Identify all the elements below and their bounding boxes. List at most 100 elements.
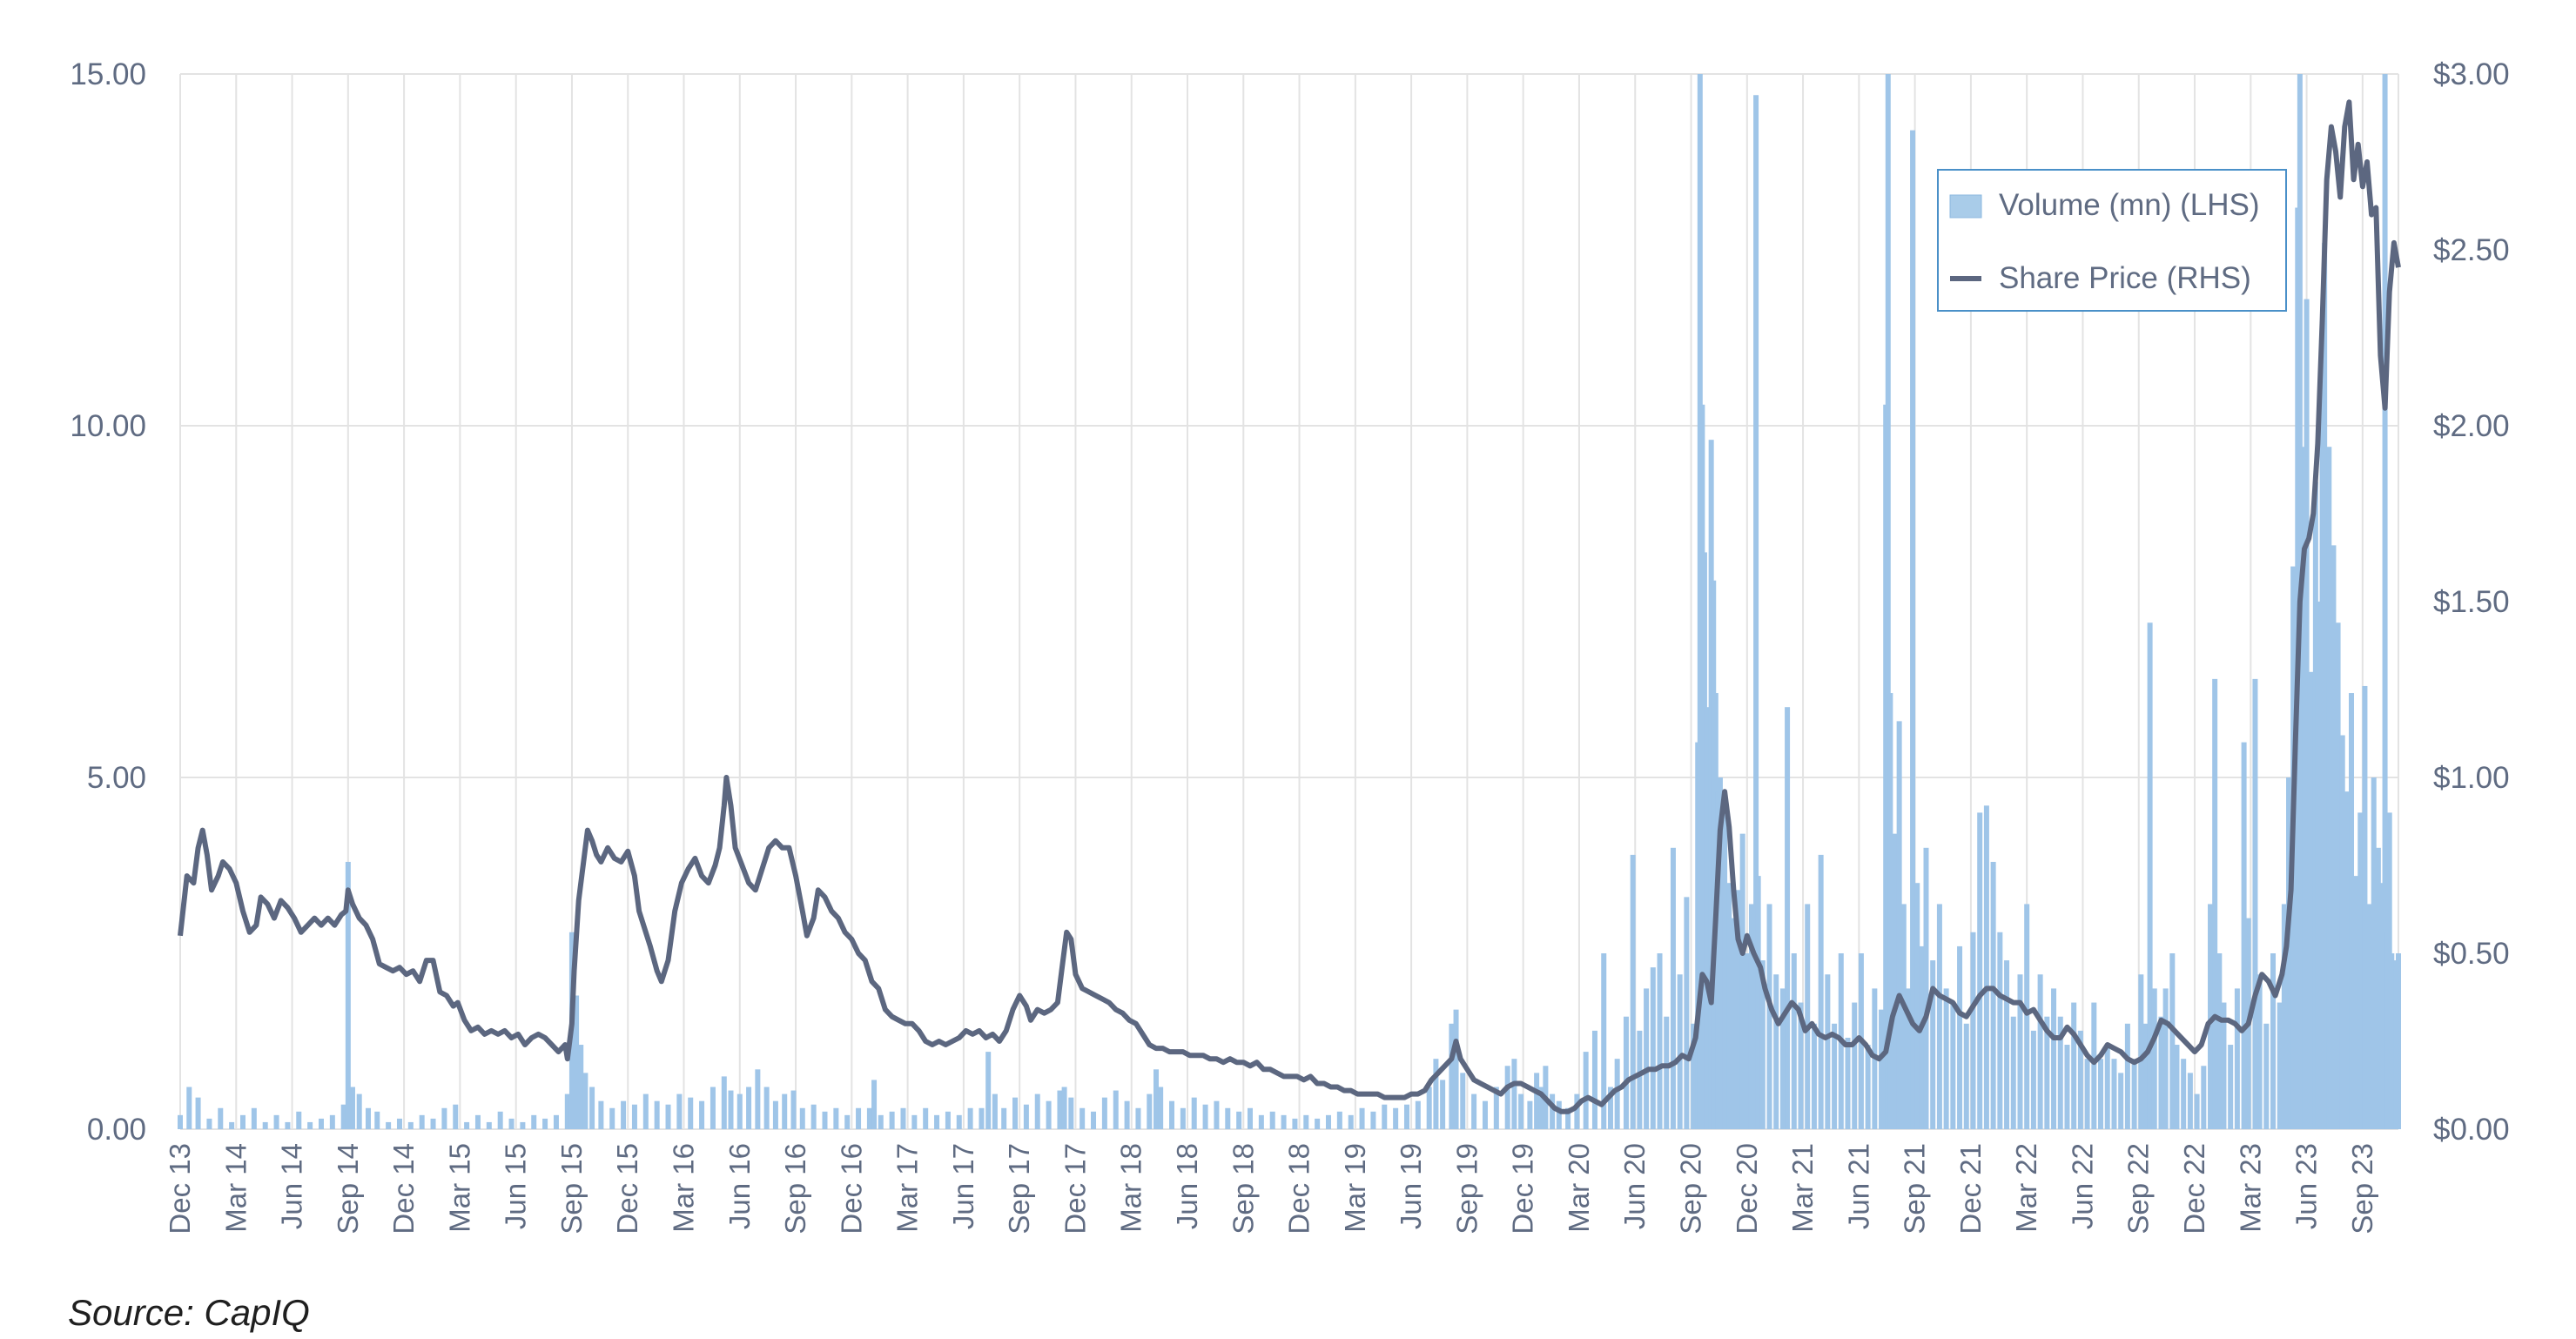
volume-bar [1779, 988, 1786, 1129]
volume-bar [1818, 854, 1824, 1129]
volume-bar [1471, 1093, 1477, 1129]
volume-bar [2051, 988, 2057, 1129]
volume-bar [2344, 791, 2350, 1129]
volume-bar [2257, 974, 2263, 1129]
volume-bar [2124, 1023, 2130, 1129]
volume-bar [1879, 1009, 1885, 1129]
volume-bar [2315, 602, 2321, 1129]
volume-bar [1664, 1016, 1670, 1129]
volume-bar [1269, 1111, 1275, 1129]
volume-bar [1550, 1093, 1556, 1129]
volume-bar [2201, 1066, 2207, 1129]
volume-bar [2357, 812, 2364, 1129]
volume-bar [2366, 904, 2372, 1129]
volume-bar [2084, 1059, 2090, 1129]
volume-bar [1677, 974, 1683, 1129]
volume-bar [2349, 693, 2355, 1129]
volume-bar [710, 1087, 716, 1129]
volume-bar [2277, 1002, 2283, 1129]
x-axis-tick-label: Dec 22 [2178, 1143, 2210, 1235]
volume-bar [755, 1069, 761, 1129]
volume-bar [665, 1104, 671, 1129]
volume-bar [1896, 721, 1902, 1129]
volume-bar [1755, 876, 1761, 1129]
x-axis-tick-label: Mar 22 [2010, 1143, 2042, 1233]
volume-bar [1315, 1118, 1321, 1129]
x-axis-tick-label: Jun 17 [947, 1143, 979, 1229]
volume-bar [2263, 1023, 2270, 1129]
volume-bar [2375, 847, 2381, 1129]
volume-bar [822, 1111, 828, 1129]
volume-bar [2304, 299, 2310, 1129]
volume-bar [1785, 707, 1791, 1129]
x-axis-tick-label: Jun 19 [1395, 1143, 1427, 1229]
volume-bar [251, 1107, 257, 1129]
volume-bar [186, 1087, 192, 1129]
volume-bar [419, 1114, 425, 1129]
volume-bar [2037, 974, 2043, 1129]
volume-bar [2371, 777, 2377, 1129]
x-axis-tick-label: Sep 21 [1899, 1143, 1931, 1235]
volume-bar [1538, 1087, 1544, 1129]
volume-bar [2212, 678, 2218, 1129]
volume-bar [2138, 974, 2144, 1129]
volume-bar [407, 1121, 414, 1129]
volume-bar [2169, 953, 2176, 1129]
volume-bar [799, 1107, 805, 1129]
right-axis-tick-label: $2.50 [2433, 233, 2510, 267]
volume-bar [1773, 974, 1779, 1129]
x-axis-tick-label: Sep 16 [779, 1143, 811, 1235]
right-axis-tick-label: $2.00 [2433, 409, 2510, 443]
volume-bar [345, 861, 351, 1129]
x-axis-tick-label: Dec 20 [1731, 1143, 1763, 1235]
volume-bar [1726, 883, 1732, 1129]
volume-bar [1135, 1107, 1141, 1129]
volume-bar [1601, 953, 1607, 1129]
volume-bar [1124, 1100, 1130, 1129]
volume-bar [1191, 1097, 1197, 1129]
volume-bar [1644, 988, 1650, 1129]
volume-bar [2091, 1002, 2097, 1129]
volume-bar [1657, 953, 1663, 1129]
volume-bar [1963, 1023, 1969, 1129]
volume-bar [1482, 1100, 1488, 1129]
volume-bar [508, 1118, 515, 1129]
volume-bar [2104, 1045, 2110, 1129]
x-axis-tick-label: Dec 17 [1059, 1143, 1091, 1235]
volume-bar [1565, 1107, 1571, 1129]
volume-bar [349, 1087, 355, 1129]
volume-bar [1169, 1100, 1175, 1129]
volume-bar [1670, 847, 1676, 1129]
volume-bar [1393, 1107, 1399, 1129]
volume-bar [1919, 945, 1925, 1129]
volume-bar [2030, 1030, 2036, 1129]
volume-bar [1012, 1097, 1019, 1129]
volume-bar [464, 1121, 470, 1129]
volume-bar [736, 1093, 743, 1129]
x-axis-tick-label: Sep 20 [1675, 1143, 1707, 1235]
x-axis-tick-label: Jun 15 [500, 1143, 532, 1229]
volume-bar [699, 1100, 705, 1129]
volume-bar [1504, 1066, 1510, 1129]
volume-bar [582, 1073, 589, 1129]
volume-bar [2194, 1093, 2200, 1129]
volume-bar [2389, 953, 2395, 1129]
x-axis-tick-label: Dec 19 [1507, 1143, 1539, 1235]
volume-bar [934, 1114, 940, 1129]
x-axis-tick-label: Jun 20 [1618, 1143, 1651, 1229]
volume-bar [1449, 1023, 1455, 1129]
volume-bar [1684, 897, 1690, 1129]
volume-bar [2077, 1030, 2083, 1129]
volume-bar [2181, 1059, 2187, 1129]
volume-bar [574, 995, 580, 1129]
x-axis-tick-label: Mar 16 [668, 1143, 700, 1233]
x-axis-tick-label: Dec 14 [387, 1143, 420, 1235]
volume-bar [1034, 1093, 1040, 1129]
volume-bar [307, 1121, 313, 1129]
volume-bar [1852, 1002, 1858, 1129]
volume-bar [553, 1114, 559, 1129]
volume-bar [1845, 1037, 1851, 1129]
volume-bar [497, 1111, 503, 1129]
volume-bar [318, 1118, 324, 1129]
volume-bar [1650, 967, 1656, 1129]
